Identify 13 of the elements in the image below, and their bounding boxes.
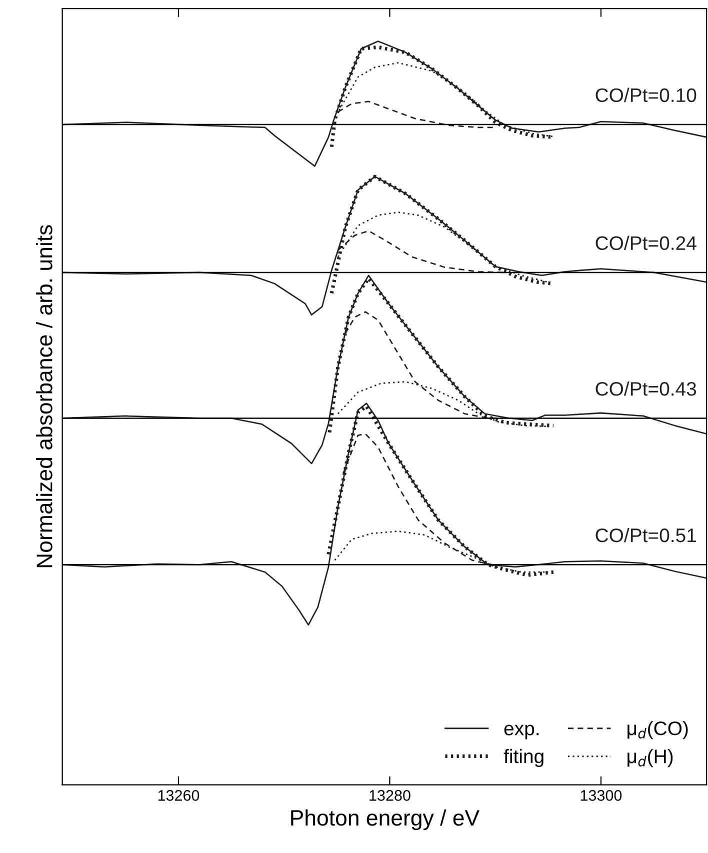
legend-label: exp. xyxy=(504,724,539,740)
x-tick-label: 13260 xyxy=(158,790,200,801)
y-axis-title: Normalized absorbance / arb. units xyxy=(36,225,52,568)
annotation: CO/Pt=0.10 xyxy=(596,88,696,102)
x-tick-label: 13280 xyxy=(370,790,410,801)
x-axis-title: Photon energy / eV xyxy=(291,809,480,830)
annotation: CO/Pt=0.51 xyxy=(596,528,696,542)
annotation: CO/Pt=0.24 xyxy=(596,236,696,250)
legend-label: μ$_{d}$(H) xyxy=(628,748,673,768)
legend-label: fiting xyxy=(504,748,544,768)
legend-label: μ$_{d}$(CO) xyxy=(628,720,688,740)
x-tick-label: 13300 xyxy=(580,790,622,801)
annotation: CO/Pt=0.43 xyxy=(596,381,696,396)
